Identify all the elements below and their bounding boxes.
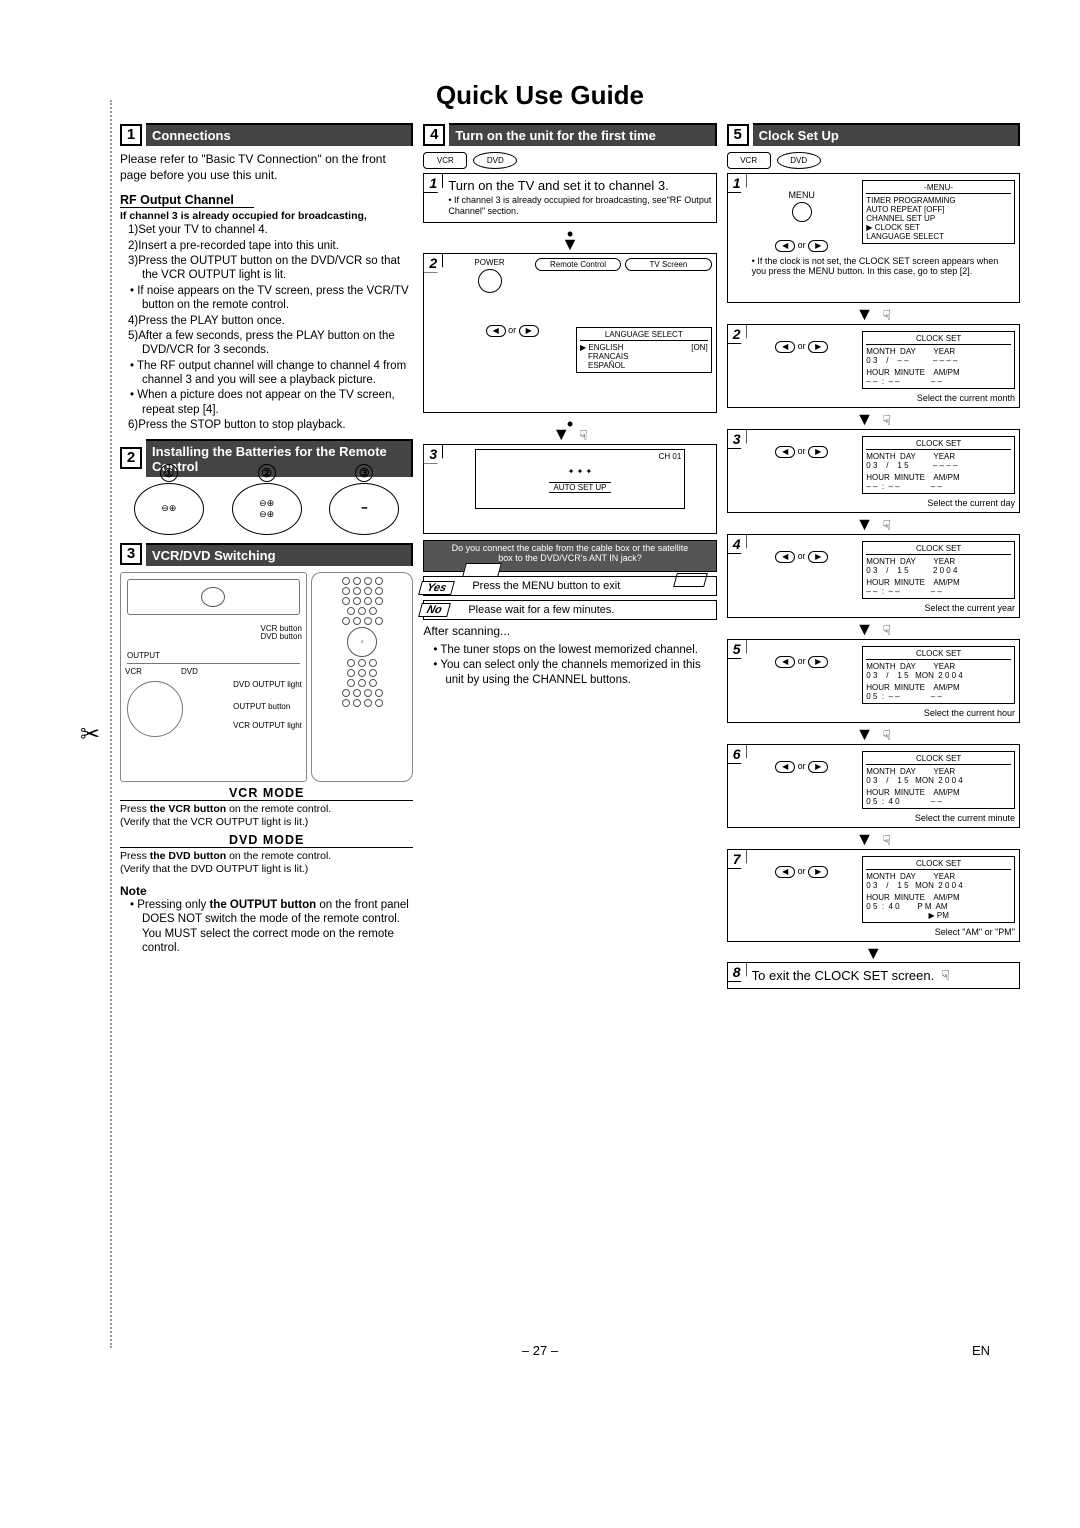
- s4-step3: 3 CH 01 ✦ ✦ ✦ AUTO SET UP: [423, 444, 716, 534]
- page-title: Quick Use Guide: [60, 80, 1020, 111]
- section-title-switching: VCR/DVD Switching: [146, 543, 413, 566]
- page-number: – 27 –: [0, 1343, 1080, 1358]
- section-title-turnon: Turn on the unit for the first time: [449, 123, 716, 146]
- dvd-icon: DVD: [473, 152, 517, 169]
- col-2: 4 Turn on the unit for the first time VC…: [423, 123, 716, 995]
- s5-step2: 2◀ or ▶CLOCK SETMONTH DAY YEAR0 3 / – – …: [727, 324, 1020, 408]
- note-head: Note: [120, 884, 413, 898]
- s5-step8: 8 To exit the CLOCK SET screen. ☟: [727, 962, 1020, 989]
- rf-step-4: 4)Press the PLAY button once.: [128, 314, 413, 328]
- vcr-mode-l1: Press the VCR button on the remote contr…: [120, 803, 413, 816]
- vcr-mode-l2: (Verify that the VCR OUTPUT light is lit…: [120, 816, 413, 829]
- section-num-4: 4: [423, 124, 445, 146]
- s5-step3: 3◀ or ▶CLOCK SETMONTH DAY YEAR0 3 / 1 5 …: [727, 429, 1020, 513]
- section-num-1: 1: [120, 124, 142, 146]
- s5-step4: 4◀ or ▶CLOCK SETMONTH DAY YEAR0 3 / 1 5 …: [727, 534, 1020, 618]
- scissors-icon: ✂: [80, 720, 100, 749]
- s4-step1: 1 Turn on the TV and set it to channel 3…: [423, 173, 716, 223]
- remote-diagram: ◦: [311, 572, 413, 782]
- device-icons-4: VCR DVD: [423, 152, 716, 169]
- rf-output-head: RF Output Channel: [120, 193, 254, 208]
- question-box: Do you connect the cable from the cable …: [423, 540, 716, 572]
- rf-step-5: 5)After a few seconds, press the PLAY bu…: [128, 329, 413, 358]
- note-1: Pressing only the OUTPUT button on the f…: [130, 898, 413, 956]
- s4-b2: You can select only the channels memoriz…: [433, 658, 716, 687]
- col-3: 5 Clock Set Up VCR DVD 1 MENU ◀ or ▶ -ME…: [727, 123, 1020, 995]
- s5-step7: 7◀ or ▶CLOCK SETMONTH DAY YEAR0 3 / 1 5 …: [727, 849, 1020, 942]
- rf-step-2: 2)Insert a pre-recorded tape into this u…: [128, 239, 413, 253]
- section-title-clock: Clock Set Up: [753, 123, 1020, 146]
- section-num-3: 3: [120, 543, 142, 565]
- dvd-mode-l1: Press the DVD button on the remote contr…: [120, 850, 413, 863]
- col-1: 1 Connections Please refer to "Basic TV …: [120, 123, 413, 995]
- yes-box: Yes Press the MENU button to exit: [423, 576, 716, 596]
- no-box: No Please wait for a few minutes.: [423, 600, 716, 620]
- section-num-2: 2: [120, 447, 142, 469]
- dvd-mode-head: DVD MODE: [120, 833, 413, 848]
- page-lang: EN: [972, 1343, 990, 1358]
- rf-step-6: 6)Press the STOP button to stop playback…: [128, 418, 413, 432]
- s5-step5: 5◀ or ▶CLOCK SETMONTH DAY YEAR0 3 / 1 5 …: [727, 639, 1020, 723]
- dvd-mode-l2: (Verify that the DVD OUTPUT light is lit…: [120, 863, 413, 876]
- section-title-connections: Connections: [146, 123, 413, 146]
- rf-bullet-2: The RF output channel will change to cha…: [130, 359, 413, 388]
- s4-b1: The tuner stops on the lowest memorized …: [433, 643, 716, 657]
- rf-step-3: 3)Press the OUTPUT button on the DVD/VCR…: [128, 254, 413, 283]
- after-scanning: After scanning...: [423, 624, 716, 640]
- batteries-diagram: ①⊖⊕ ②⊖⊕⊖⊕ ③━: [120, 483, 413, 535]
- arrow-icon: •▼: [423, 229, 716, 249]
- vcr-icon: VCR: [423, 152, 467, 169]
- vcr-mode-head: VCR MODE: [120, 786, 413, 801]
- rf-condition: If channel 3 is already occupied for bro…: [120, 210, 413, 223]
- connections-intro: Please refer to "Basic TV Connection" on…: [120, 152, 413, 183]
- rf-step-1: 1)Set your TV to channel 4.: [128, 223, 413, 237]
- vcr-dvd-diagram: VCR button DVD button OUTPUT VCR DVD DVD…: [120, 572, 413, 782]
- s4-step2: 2 POWER Remote Control TV Screen ◀ or ▶ …: [423, 253, 716, 413]
- s5-step6: 6◀ or ▶CLOCK SETMONTH DAY YEAR0 3 / 1 5 …: [727, 744, 1020, 828]
- rf-bullet-1: If noise appears on the TV screen, press…: [130, 284, 413, 313]
- section-num-5: 5: [727, 124, 749, 146]
- device-icons-5: VCR DVD: [727, 152, 1020, 169]
- rf-bullet-3: When a picture does not appear on the TV…: [130, 388, 413, 417]
- cut-line: [110, 100, 112, 1348]
- s5-step1: 1 MENU ◀ or ▶ -MENU- TIMER PROGRAMMING A…: [727, 173, 1020, 303]
